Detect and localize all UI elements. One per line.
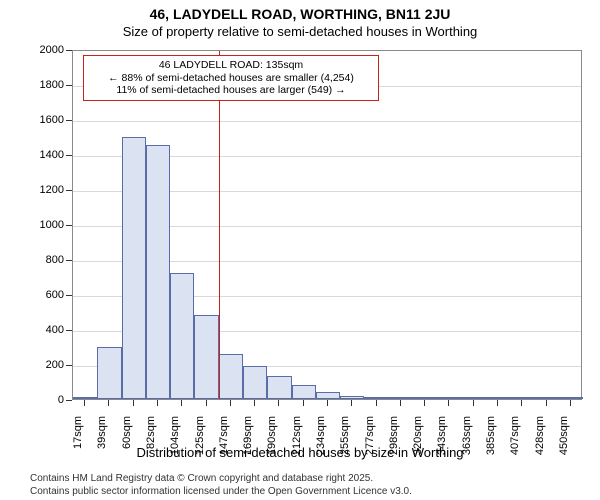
xtick-label: 147sqm xyxy=(218,416,230,466)
gridline-h xyxy=(73,86,581,87)
ytick-label: 600 xyxy=(30,289,64,301)
xtick xyxy=(254,400,255,406)
ytick xyxy=(66,400,72,401)
histogram-bar xyxy=(243,366,267,399)
ytick xyxy=(66,190,72,191)
histogram-bar xyxy=(559,397,583,399)
ytick xyxy=(66,85,72,86)
ytick-label: 1200 xyxy=(30,184,64,196)
xtick xyxy=(546,400,547,406)
histogram-bar xyxy=(219,354,243,400)
ytick xyxy=(66,120,72,121)
xtick xyxy=(206,400,207,406)
ytick-label: 1800 xyxy=(30,79,64,91)
histogram-bar xyxy=(194,315,218,399)
histogram-bar xyxy=(486,397,510,399)
ytick xyxy=(66,365,72,366)
xtick xyxy=(157,400,158,406)
annotation-box: 46 LADYDELL ROAD: 135sqm ← 88% of semi-d… xyxy=(83,55,379,101)
ytick-label: 1600 xyxy=(30,114,64,126)
histogram-bar xyxy=(146,145,170,399)
gridline-h xyxy=(73,121,581,122)
histogram-bar xyxy=(267,376,291,399)
xtick-label: 82sqm xyxy=(145,416,157,466)
histogram-bar xyxy=(510,397,534,399)
annotation-line3: 11% of semi-detached houses are larger (… xyxy=(90,84,372,97)
xtick xyxy=(133,400,134,406)
xtick xyxy=(376,400,377,406)
xtick-label: 60sqm xyxy=(121,416,133,466)
xtick xyxy=(351,400,352,406)
histogram-bar xyxy=(122,137,146,400)
xtick-label: 450sqm xyxy=(558,416,570,466)
annotation-line1: 46 LADYDELL ROAD: 135sqm xyxy=(90,59,372,72)
ytick xyxy=(66,155,72,156)
xtick xyxy=(521,400,522,406)
xtick xyxy=(570,400,571,406)
chart-title-line1: 46, LADYDELL ROAD, WORTHING, BN11 2JU xyxy=(0,6,600,22)
xtick xyxy=(303,400,304,406)
ytick xyxy=(66,330,72,331)
ytick-label: 1400 xyxy=(30,149,64,161)
xtick xyxy=(181,400,182,406)
footer-line2: Contains public sector information licen… xyxy=(30,486,412,499)
xtick-label: 212sqm xyxy=(291,416,303,466)
xtick-label: 277sqm xyxy=(364,416,376,466)
xtick-label: 190sqm xyxy=(266,416,278,466)
ytick xyxy=(66,225,72,226)
xtick-label: 17sqm xyxy=(72,416,84,466)
xtick-label: 320sqm xyxy=(412,416,424,466)
ytick-label: 2000 xyxy=(30,44,64,56)
ytick-label: 0 xyxy=(30,394,64,406)
xtick-label: 169sqm xyxy=(242,416,254,466)
histogram-bar xyxy=(413,397,437,399)
xtick-label: 104sqm xyxy=(169,416,181,466)
histogram-bar xyxy=(316,392,340,399)
footer-line1: Contains HM Land Registry data © Crown c… xyxy=(30,473,412,486)
histogram-bar xyxy=(73,397,97,399)
xtick xyxy=(473,400,474,406)
marker-line xyxy=(219,51,220,399)
xtick-label: 255sqm xyxy=(339,416,351,466)
xtick xyxy=(497,400,498,406)
xtick xyxy=(424,400,425,406)
xtick xyxy=(230,400,231,406)
histogram-bar xyxy=(97,347,121,400)
xtick-label: 39sqm xyxy=(96,416,108,466)
ytick xyxy=(66,295,72,296)
ytick-label: 800 xyxy=(30,254,64,266)
xtick-label: 298sqm xyxy=(388,416,400,466)
xtick xyxy=(327,400,328,406)
xtick xyxy=(400,400,401,406)
histogram-bar xyxy=(292,385,316,399)
histogram-bar xyxy=(437,397,461,399)
xtick-label: 385sqm xyxy=(485,416,497,466)
histogram-bar xyxy=(170,273,194,399)
container: 46, LADYDELL ROAD, WORTHING, BN11 2JU Si… xyxy=(0,0,600,500)
histogram-bar xyxy=(462,397,486,399)
ytick-label: 1000 xyxy=(30,219,64,231)
chart-title-line2: Size of property relative to semi-detach… xyxy=(0,24,600,39)
histogram-bar xyxy=(534,397,558,399)
xtick xyxy=(108,400,109,406)
ytick-label: 200 xyxy=(30,359,64,371)
xtick-label: 234sqm xyxy=(315,416,327,466)
xtick-label: 125sqm xyxy=(194,416,206,466)
ytick-label: 400 xyxy=(30,324,64,336)
histogram-bar xyxy=(389,397,413,399)
ytick xyxy=(66,50,72,51)
plot-area: 46 LADYDELL ROAD: 135sqm ← 88% of semi-d… xyxy=(72,50,582,400)
xtick-label: 343sqm xyxy=(436,416,448,466)
xtick-label: 428sqm xyxy=(534,416,546,466)
footer: Contains HM Land Registry data © Crown c… xyxy=(30,473,412,498)
xtick xyxy=(84,400,85,406)
ytick xyxy=(66,260,72,261)
xtick xyxy=(448,400,449,406)
histogram-bar xyxy=(364,397,388,399)
xtick-label: 407sqm xyxy=(509,416,521,466)
xtick xyxy=(278,400,279,406)
histogram-bar xyxy=(340,396,364,400)
xtick-label: 363sqm xyxy=(461,416,473,466)
annotation-line2: ← 88% of semi-detached houses are smalle… xyxy=(90,72,372,85)
